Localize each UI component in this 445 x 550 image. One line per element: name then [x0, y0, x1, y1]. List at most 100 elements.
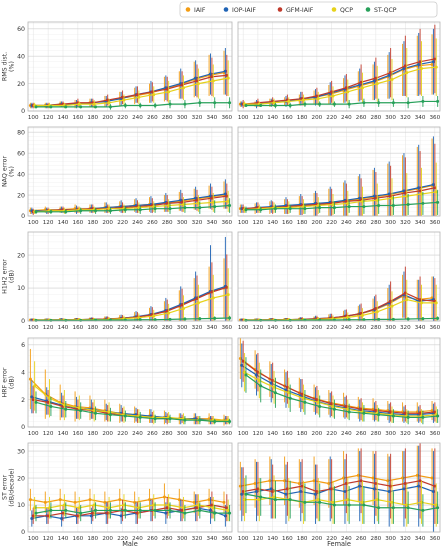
x-tick-label: 240 — [132, 431, 143, 437]
data-point — [359, 80, 363, 84]
data-point — [226, 199, 230, 203]
data-point — [94, 105, 98, 109]
data-point — [375, 198, 379, 202]
data-point — [346, 498, 350, 502]
data-point — [287, 391, 291, 395]
data-point — [303, 500, 307, 504]
data-point — [346, 201, 350, 205]
data-point — [330, 487, 334, 491]
data-point — [76, 514, 80, 518]
x-tick-label: 160 — [282, 220, 293, 226]
x-tick-label: 300 — [385, 431, 396, 437]
data-point — [361, 313, 365, 317]
ylabel-line: (dB) — [9, 270, 16, 283]
data-point — [297, 481, 301, 485]
data-point — [182, 202, 186, 206]
x-tick-label: 360 — [429, 325, 440, 331]
data-point — [138, 508, 142, 512]
x-tick-label: 260 — [147, 220, 158, 226]
data-point — [196, 201, 200, 205]
data-point — [405, 503, 409, 507]
data-point — [288, 104, 292, 108]
x-tick-label: 360 — [221, 536, 232, 542]
legend-label-st-qcp: ST-QCP — [374, 7, 397, 14]
data-point — [316, 97, 320, 101]
data-point — [347, 318, 351, 322]
x-tick-label: 360 — [429, 536, 440, 542]
ylabel-line: (%) — [9, 61, 16, 72]
x-tick-label: 120 — [253, 325, 264, 331]
data-point — [195, 79, 199, 83]
data-point — [406, 202, 410, 206]
x-tick-label: 220 — [117, 325, 128, 331]
data-point — [196, 301, 200, 305]
data-point — [182, 306, 186, 310]
data-point — [433, 484, 437, 488]
series-st-qcp — [244, 95, 440, 109]
data-point — [419, 192, 423, 196]
data-point — [332, 407, 336, 411]
x-tick-label: 240 — [132, 115, 143, 121]
data-point — [222, 500, 226, 504]
x-tick-label: 320 — [400, 325, 411, 331]
data-point — [183, 206, 187, 210]
data-point — [180, 508, 184, 512]
data-point — [436, 99, 440, 103]
x-tick-label: 320 — [192, 325, 203, 331]
x-tick-label: 300 — [177, 536, 188, 542]
data-point — [225, 506, 229, 510]
series-line — [244, 371, 437, 417]
series-st-qcp — [34, 198, 232, 214]
data-point — [62, 403, 66, 407]
data-point — [165, 87, 169, 91]
data-point — [377, 317, 381, 321]
ylabel-row-2: NAQ error(%) — [1, 156, 15, 188]
data-point — [153, 104, 157, 108]
panel-male-row-3: 0 10 20 100 120 140 160 180 200 220 240 260 280 300 32… — [17, 231, 233, 331]
data-point — [359, 479, 363, 483]
x-tick-label: 100 — [238, 220, 249, 226]
data-point — [347, 410, 351, 414]
data-point — [377, 101, 381, 105]
data-point — [225, 285, 229, 289]
data-point — [119, 514, 123, 518]
data-point — [94, 508, 98, 512]
data-point — [123, 104, 127, 108]
data-point — [421, 508, 425, 512]
data-point — [402, 487, 406, 491]
x-tick-label: 240 — [341, 431, 352, 437]
ylabel-row-3: H1H2 error(dB) — [1, 259, 15, 294]
data-point — [344, 481, 348, 485]
data-point — [168, 102, 172, 106]
data-point — [228, 316, 232, 320]
data-point — [389, 410, 393, 414]
data-point — [153, 318, 157, 322]
data-point — [223, 514, 227, 518]
x-tick-label: 340 — [415, 325, 426, 331]
x-tick-label: 320 — [400, 431, 411, 437]
data-point — [91, 511, 95, 515]
x-tick-label: 280 — [162, 431, 173, 437]
data-point — [34, 400, 38, 404]
x-tick-label: 340 — [415, 115, 426, 121]
data-point — [284, 492, 288, 496]
ylabel-line: HRF error — [1, 367, 8, 397]
data-point — [210, 75, 214, 79]
plot-frame — [237, 442, 441, 533]
series-st-qcp — [244, 475, 440, 527]
x-tick-label: 200 — [312, 325, 323, 331]
x-tick-label: 320 — [192, 536, 203, 542]
data-point — [431, 490, 435, 494]
series-st-qcp — [34, 391, 232, 425]
y-tick-label: 4 — [21, 369, 25, 376]
data-point — [269, 381, 273, 385]
data-point — [257, 378, 261, 382]
data-point — [194, 76, 198, 80]
data-point — [343, 490, 347, 494]
data-point — [153, 207, 157, 211]
x-tick-label: 280 — [162, 220, 173, 226]
x-tick-label: 300 — [177, 220, 188, 226]
data-point — [168, 417, 172, 421]
data-point — [315, 94, 319, 98]
x-tick-label: 100 — [238, 536, 249, 542]
